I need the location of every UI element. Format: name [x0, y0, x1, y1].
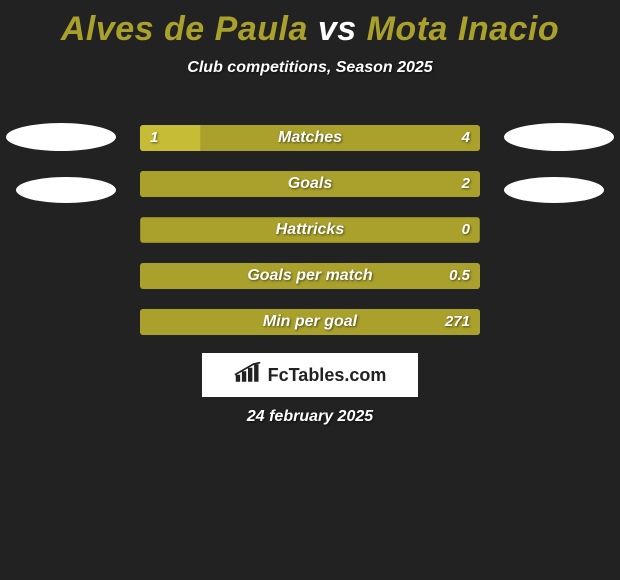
bar-fill-right — [140, 171, 480, 197]
stat-row: Min per goal271 — [140, 309, 480, 335]
stat-row: Hattricks0 — [140, 217, 480, 243]
branding-text: FcTables.com — [268, 365, 387, 386]
bar-fill-right — [140, 263, 480, 289]
bar-fill-right — [140, 309, 480, 335]
branding-badge: FcTables.com — [202, 353, 418, 397]
stat-row: Goals per match0.5 — [140, 263, 480, 289]
chart-icon — [234, 362, 262, 389]
avatar-left-flag — [6, 123, 116, 151]
bar-fill-left — [140, 125, 201, 151]
page-title: Alves de Paula vs Mota Inacio — [0, 0, 620, 49]
avatar-right-flag — [504, 123, 614, 151]
stat-bars: Matches14 Goals2 Hattricks0 Goals per match… — [140, 125, 480, 355]
comparison-infographic: Alves de Paula vs Mota Inacio Club compe… — [0, 0, 620, 580]
stat-row: Matches14 — [140, 125, 480, 151]
subtitle: Club competitions, Season 2025 — [0, 59, 620, 77]
date-line: 24 february 2025 — [0, 408, 620, 426]
title-player2: Mota Inacio — [367, 10, 560, 48]
title-vs: vs — [318, 10, 357, 48]
avatar-right-club — [504, 177, 604, 203]
bar-track — [140, 217, 480, 243]
stat-row: Goals2 — [140, 171, 480, 197]
bar-fill-right — [201, 125, 480, 151]
avatar-left-club — [16, 177, 116, 203]
title-player1: Alves de Paula — [61, 10, 308, 48]
